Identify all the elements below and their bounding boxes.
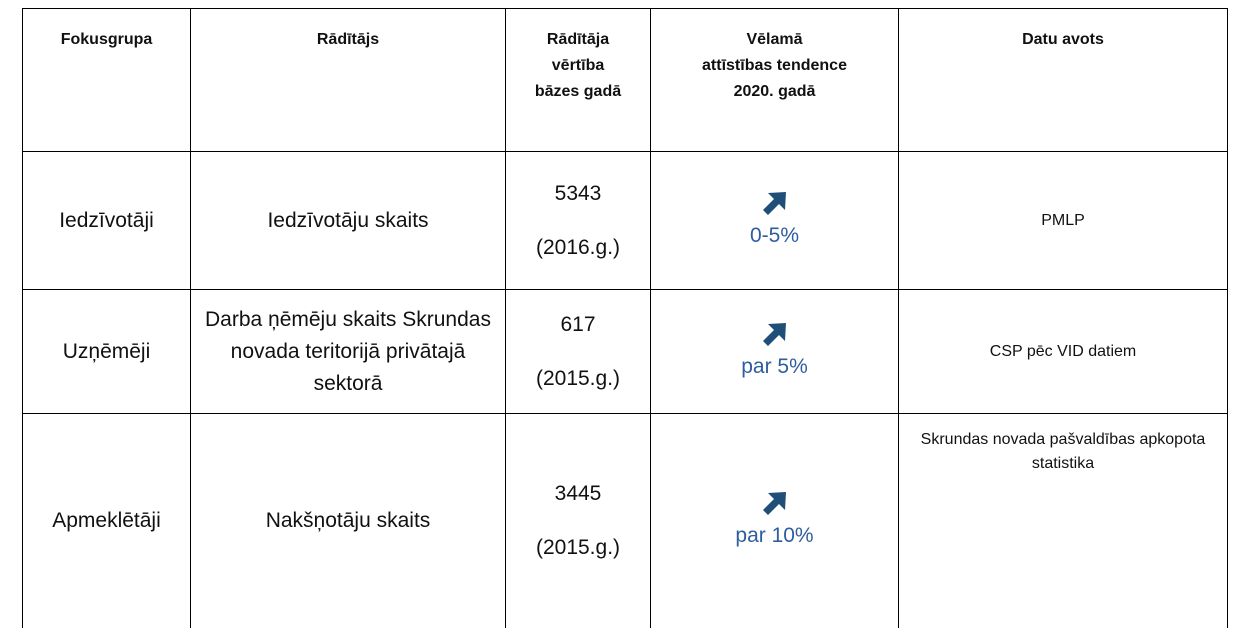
source-cell: PMLP	[898, 151, 1228, 290]
table-row: Iedzīvotāji Iedzīvotāju skaits 5343 (2016.g…	[22, 151, 1228, 290]
indicator: Darba ņēmēju skaits Skrundas novada teri…	[205, 307, 491, 395]
source: CSP pēc VID datiem	[989, 342, 1137, 360]
trend-cell: par 5%	[650, 289, 899, 414]
base-value: 3445	[554, 481, 602, 505]
base-year: (2015.g.)	[535, 535, 621, 559]
base-value: 617	[560, 312, 596, 336]
header-line: Rādītāja	[546, 31, 610, 48]
base-cell: 3445 (2015.g.)	[505, 413, 651, 628]
header-line: 2020. gadā	[733, 83, 816, 100]
header-line: Datu avots	[1022, 31, 1104, 48]
source-cell: Skrundas novada pašvaldības apkopota sta…	[898, 413, 1228, 628]
header-line: Vēlamā	[746, 31, 803, 48]
header-line: Rādītājs	[316, 31, 380, 48]
trend: par 5%	[741, 354, 808, 378]
up-arrow-icon	[762, 322, 786, 346]
header-cell: Rādītāja vērtība bāzes gadā	[505, 8, 651, 152]
header-cell: Fokusgrupa	[22, 8, 191, 152]
trend-cell: par 10%	[650, 413, 899, 628]
group: Uzņēmēji	[62, 339, 151, 363]
header-cell: Vēlamā attīstības tendence 2020. gadā	[650, 8, 899, 152]
table-row: Uzņēmēji Darba ņēmēju skaits Skrundas nov…	[22, 289, 1228, 414]
group-cell: Iedzīvotāji	[22, 151, 191, 290]
base-cell: 617 (2015.g.)	[505, 289, 651, 414]
table-body: Iedzīvotāji Iedzīvotāju skaits 5343 (2016.g…	[22, 151, 1228, 628]
indicator-cell: Darba ņēmēju skaits Skrundas novada teri…	[190, 289, 506, 414]
indicator-cell: Iedzīvotāju skaits	[190, 151, 506, 290]
up-arrow-icon	[762, 191, 786, 215]
source: PMLP	[1041, 211, 1085, 229]
header-cell: Datu avots	[898, 8, 1228, 152]
indicator-cell: Nakšņotāju skaits	[190, 413, 506, 628]
source-cell: CSP pēc VID datiem	[898, 289, 1228, 414]
trend: 0-5%	[749, 223, 800, 247]
base-cell: 5343 (2016.g.)	[505, 151, 651, 290]
trend-cell: 0-5%	[650, 151, 899, 290]
indicator: Nakšņotāju skaits	[265, 508, 431, 532]
group: Apmeklētāji	[52, 508, 161, 532]
indicator-table: Fokusgrupa Rādītājs Rādītāja vērtība bāzes g…	[22, 8, 1228, 628]
group: Iedzīvotāji	[59, 208, 154, 232]
source: Skrundas novada pašvaldības apkopota sta…	[920, 431, 1206, 472]
header-cell: Rādītājs	[190, 8, 506, 152]
base-year: (2015.g.)	[535, 366, 621, 390]
header-line: attīstības tendence	[702, 57, 847, 74]
group-cell: Uzņēmēji	[22, 289, 191, 414]
table-row: Apmeklētāji Nakšņotāju skaits 3445 (2015.g.…	[22, 413, 1228, 628]
indicator: Iedzīvotāju skaits	[267, 208, 429, 232]
header-row: Fokusgrupa Rādītājs Rādītāja vērtība bāzes g…	[22, 8, 1228, 152]
trend: par 10%	[735, 523, 814, 547]
base-year: (2016.g.)	[535, 235, 621, 259]
header-line: vērtība	[551, 57, 605, 74]
header-line: Fokusgrupa	[60, 31, 153, 48]
group-cell: Apmeklētāji	[22, 413, 191, 628]
header-line: bāzes gadā	[534, 83, 622, 100]
base-value: 5343	[554, 181, 602, 205]
up-arrow-icon	[762, 491, 786, 515]
